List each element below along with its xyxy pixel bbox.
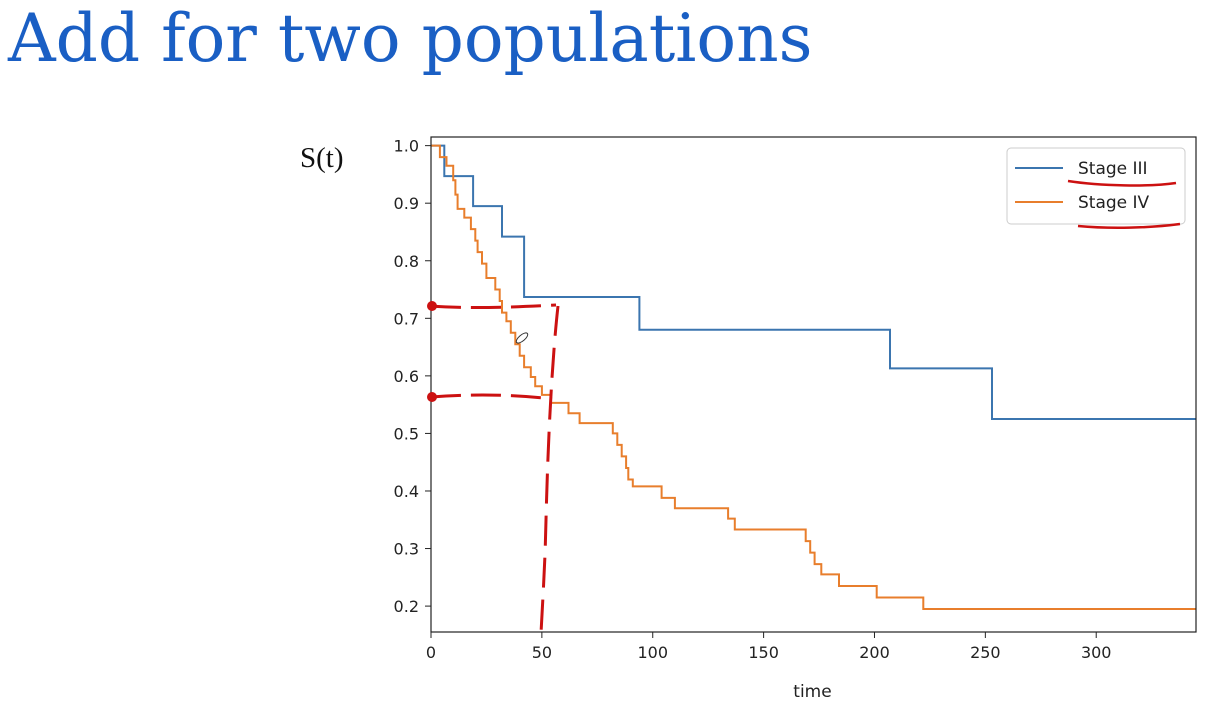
x-tick-label: 50: [532, 643, 552, 662]
axes-frame: [430, 136, 1197, 633]
y-tick-label: 0.8: [394, 252, 419, 271]
x-tick-label: 300: [1081, 643, 1112, 662]
x-tick-label: 250: [970, 643, 1001, 662]
annotation-vline: [539, 305, 560, 635]
x-tick-label: 0: [426, 643, 436, 662]
annotation-hline-upper: [430, 303, 557, 310]
legend-underline-stage-iv: [1077, 222, 1181, 229]
plot-area: 0 50 100 150 200 250 300 0.2 0.3 0.4 0.5 0.6 0.7 0.8 0…: [394, 136, 1197, 702]
y-tick-label: 0.5: [394, 424, 419, 443]
pen-cursor-icon: [515, 332, 529, 344]
y-tick-label: 0.7: [394, 309, 419, 328]
y-axis-label: S(t): [300, 142, 344, 174]
x-tick-label: 200: [859, 643, 890, 662]
y-tick-label: 0.9: [394, 194, 419, 213]
annotation-hline-lower: [430, 393, 553, 401]
annotation-dot-upper: [427, 301, 437, 311]
slide-title: Add for two populations: [8, 0, 813, 77]
y-tick-label: 0.2: [394, 597, 419, 616]
y-tick-label: 0.4: [394, 482, 419, 501]
series-line-2: [431, 144, 1196, 610]
y-tick-label: 0.3: [394, 540, 419, 559]
y-tick-label: 0.6: [394, 367, 419, 386]
series-line-1: [431, 144, 1196, 420]
legend-label-2: Stage IV: [1078, 193, 1150, 213]
legend-underline-stage-iii: [1067, 179, 1177, 187]
x-tick-label: 100: [637, 643, 668, 662]
legend-label-1: Stage III: [1078, 159, 1148, 179]
handdrawn-annotations: [427, 179, 1181, 635]
x-axis-label: time: [793, 682, 831, 702]
annotation-dot-lower: [427, 392, 437, 402]
y-tick-label: 1.0: [394, 137, 419, 156]
x-tick-label: 150: [748, 643, 779, 662]
